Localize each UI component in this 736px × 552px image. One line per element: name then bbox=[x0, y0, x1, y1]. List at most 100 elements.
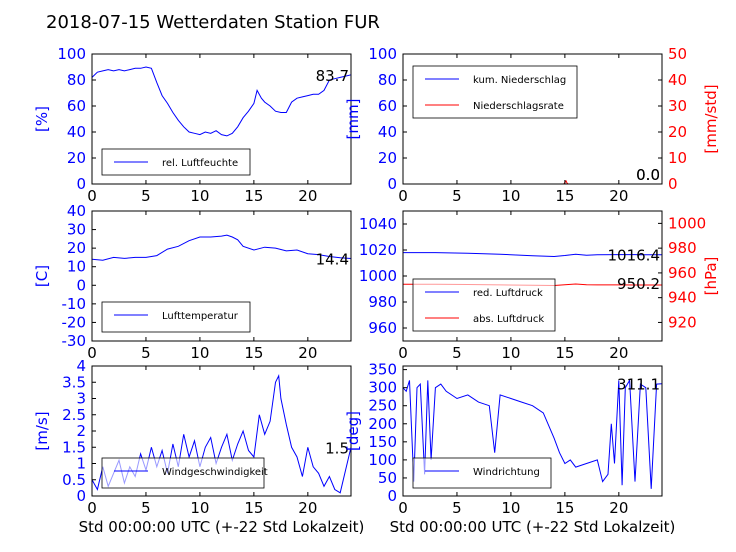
y-tick-label: 980 bbox=[368, 293, 397, 311]
legend: Windrichtung bbox=[412, 457, 552, 489]
y-tick-label: 1020 bbox=[359, 241, 397, 259]
last-value-annotation-right: 0.0 bbox=[636, 166, 660, 184]
y-right-tick-label: 20 bbox=[668, 123, 687, 141]
y-tick-label: 40 bbox=[67, 202, 86, 220]
y-axis-label-right: [mm/std] bbox=[702, 84, 720, 153]
x-tick-label: 5 bbox=[141, 187, 151, 205]
y-right-tick-label: 980 bbox=[668, 239, 697, 257]
y-tick-label: 0.5 bbox=[62, 471, 86, 489]
y-axis-label-right: [hPa] bbox=[702, 257, 720, 296]
series-line-1 bbox=[91, 66, 352, 137]
legend-label: Niederschlagsrate bbox=[473, 101, 564, 112]
y-tick-label: 200 bbox=[368, 415, 397, 433]
y-right-tick-label: 1000 bbox=[668, 214, 706, 232]
x-tick-label: 20 bbox=[609, 187, 628, 205]
chart-panel-top-left: 0 5 10 15 20 0 20 40 60 80 100 [%] rel. Luftfeuchte 8… bbox=[33, 45, 352, 205]
y-tick-label: 0 bbox=[76, 175, 86, 193]
y-right-tick-label: 10 bbox=[668, 149, 687, 167]
y-tick-label: 3.5 bbox=[62, 373, 86, 391]
y-right-tick-label: 40 bbox=[668, 71, 687, 89]
y-axis-label: [m/s] bbox=[33, 411, 51, 450]
x-axis-label: Std 00:00:00 UTC (+-22 Std Lokalzeit) bbox=[79, 518, 365, 536]
y-tick-label: 2.5 bbox=[62, 406, 86, 424]
legend-label: kum. Niederschlag bbox=[473, 75, 566, 86]
y-right-tick-label: 50 bbox=[668, 45, 687, 63]
plot-frame bbox=[91, 210, 352, 342]
plot-frame bbox=[402, 365, 663, 497]
y-tick-label: 350 bbox=[368, 361, 397, 379]
y-tick-label: 20 bbox=[67, 239, 86, 257]
x-tick-label: 10 bbox=[501, 187, 520, 205]
series-line-1 bbox=[402, 378, 663, 489]
last-value-annotation: 83.7 bbox=[316, 67, 349, 85]
x-tick-label: 5 bbox=[452, 499, 462, 517]
x-tick-label: 20 bbox=[298, 344, 317, 362]
series-line-1 bbox=[91, 234, 352, 261]
y-tick-label: 0 bbox=[76, 276, 86, 294]
x-tick-label: 5 bbox=[452, 344, 462, 362]
legend: Lufttemperatur bbox=[101, 301, 251, 333]
y-tick-label: 60 bbox=[67, 97, 86, 115]
figure-title: 2018-07-15 Wetterdaten Station FUR bbox=[46, 12, 386, 33]
y-axis-label: [deg] bbox=[344, 411, 362, 451]
last-value-annotation: 14.4 bbox=[316, 251, 349, 269]
x-tick-label: 0 bbox=[87, 187, 97, 205]
x-tick-label: 10 bbox=[190, 344, 209, 362]
legend-box bbox=[412, 457, 552, 489]
x-tick-label: 10 bbox=[501, 499, 520, 517]
x-tick-label: 5 bbox=[141, 499, 151, 517]
last-value-annotation: 0.0 bbox=[636, 166, 660, 184]
y-tick-label: 40 bbox=[67, 123, 86, 141]
legend-label: abs. Luftdruck bbox=[473, 314, 544, 325]
y-tick-label: 960 bbox=[368, 319, 397, 337]
y-tick-label: 0 bbox=[76, 487, 86, 505]
legend-box bbox=[101, 457, 265, 489]
legend-label: Windgeschwindigkeit bbox=[162, 467, 268, 478]
y-tick-label: -10 bbox=[62, 295, 87, 313]
y-tick-label: 80 bbox=[67, 71, 86, 89]
y-tick-label: 1.5 bbox=[62, 438, 86, 456]
y-tick-label: 300 bbox=[368, 379, 397, 397]
y-tick-label: -20 bbox=[62, 313, 87, 331]
y-right-tick-label: 920 bbox=[668, 313, 697, 331]
y-tick-label: 250 bbox=[368, 397, 397, 415]
y-tick-label: -30 bbox=[62, 332, 87, 350]
y-right-tick-label: 0 bbox=[668, 175, 678, 193]
y-tick-label: 50 bbox=[378, 469, 397, 487]
plot-frame bbox=[91, 53, 352, 185]
chart-panel-middle-left: 0 5 10 15 20-30-20-10010203040[C]Lufttempera… bbox=[33, 202, 352, 362]
legend: rel. Luftfeuchte bbox=[101, 148, 251, 176]
y-tick-label: 0 bbox=[387, 175, 397, 193]
y-tick-label: 60 bbox=[378, 97, 397, 115]
x-tick-label: 15 bbox=[555, 344, 574, 362]
y-tick-label: 1 bbox=[76, 455, 86, 473]
y-tick-label: 40 bbox=[378, 123, 397, 141]
y-tick-label: 0 bbox=[387, 487, 397, 505]
y-tick-label: 100 bbox=[368, 451, 397, 469]
x-tick-label: 0 bbox=[398, 344, 408, 362]
x-tick-label: 0 bbox=[87, 344, 97, 362]
y-tick-label: 2 bbox=[76, 422, 86, 440]
y-tick-label: 4 bbox=[76, 357, 86, 375]
x-tick-label: 10 bbox=[190, 499, 209, 517]
legend: kum. Niederschlag Niederschlagsrate bbox=[412, 65, 578, 119]
y-tick-label: 20 bbox=[378, 149, 397, 167]
chart-panel-middle-right: 0 5 10 15 20 960 980 1000 1020 1040 920 940 960 980 10… bbox=[359, 210, 720, 362]
x-tick-label: 15 bbox=[555, 187, 574, 205]
y-tick-label: 150 bbox=[368, 433, 397, 451]
x-tick-label: 0 bbox=[87, 499, 97, 517]
plot-frame bbox=[402, 53, 663, 185]
y-tick-label: 1040 bbox=[359, 215, 397, 233]
last-value-annotation-right: 950.2 bbox=[617, 275, 660, 293]
legend-label: red. Luftdruck bbox=[473, 288, 543, 299]
y-tick-label: 80 bbox=[378, 71, 397, 89]
x-tick-label: 15 bbox=[244, 344, 263, 362]
x-tick-label: 0 bbox=[398, 187, 408, 205]
y-right-tick-label: 940 bbox=[668, 289, 697, 307]
legend-label: rel. Luftfeuchte bbox=[162, 158, 238, 169]
legend: Windgeschwindigkeit bbox=[101, 457, 268, 489]
chart-panel-top-right: 0 5 10 15 20 0 20 40 60 80 100 0 10 20 30 40 50 [mm] [mm/s… bbox=[344, 45, 720, 205]
y-tick-label: 100 bbox=[368, 45, 397, 63]
x-tick-label: 20 bbox=[298, 499, 317, 517]
